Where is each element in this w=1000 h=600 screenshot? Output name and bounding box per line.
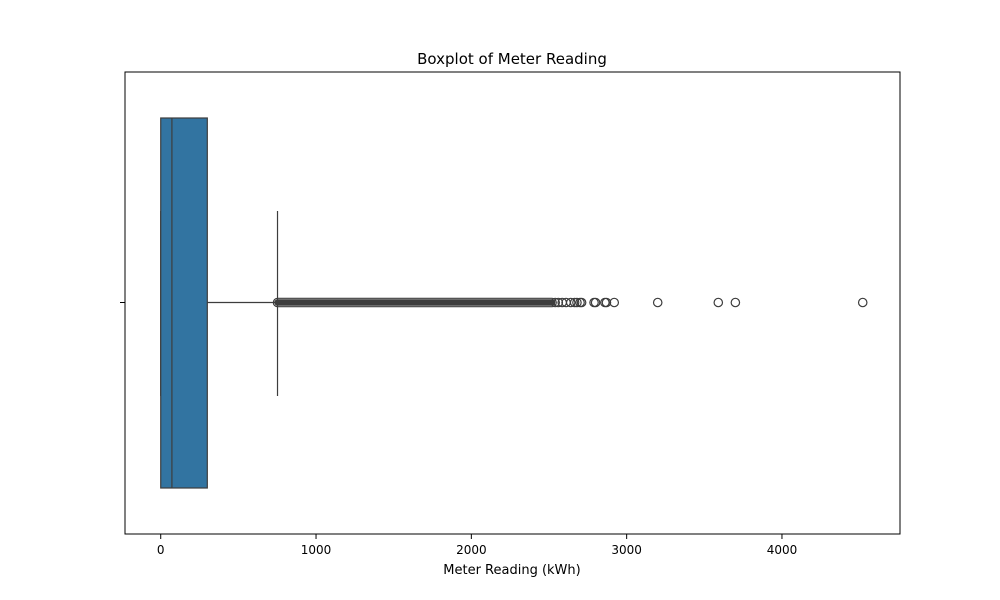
x-tick-label: 0 — [157, 543, 165, 557]
outlier-point — [601, 297, 612, 308]
x-axis-label: Meter Reading (kWh) — [443, 563, 580, 578]
x-tick-label: 2000 — [456, 543, 487, 557]
outlier-point — [576, 297, 587, 308]
outlier-point — [590, 297, 601, 308]
x-tick-label: 1000 — [301, 543, 332, 557]
x-tick-label: 4000 — [767, 543, 798, 557]
outlier-point — [550, 297, 561, 308]
outlier-point — [857, 297, 868, 308]
outlier-point — [713, 297, 724, 308]
plot-layer — [160, 117, 868, 489]
chart-title: Boxplot of Meter Reading — [417, 50, 607, 68]
outlier-point — [553, 297, 564, 308]
dense-outlier-band-fill — [274, 299, 556, 306]
x-tick-label: 3000 — [611, 543, 642, 557]
dense-outlier-band — [272, 297, 557, 308]
outlier-point — [652, 297, 663, 308]
outlier-point — [609, 297, 620, 308]
box-iqr — [160, 117, 208, 489]
outlier-point — [572, 297, 582, 308]
outlier-point — [569, 297, 580, 308]
outlier-point — [565, 297, 576, 308]
outlier-point — [730, 297, 741, 308]
x-axis: 0 1000 2000 3000 4000 — [157, 534, 797, 557]
